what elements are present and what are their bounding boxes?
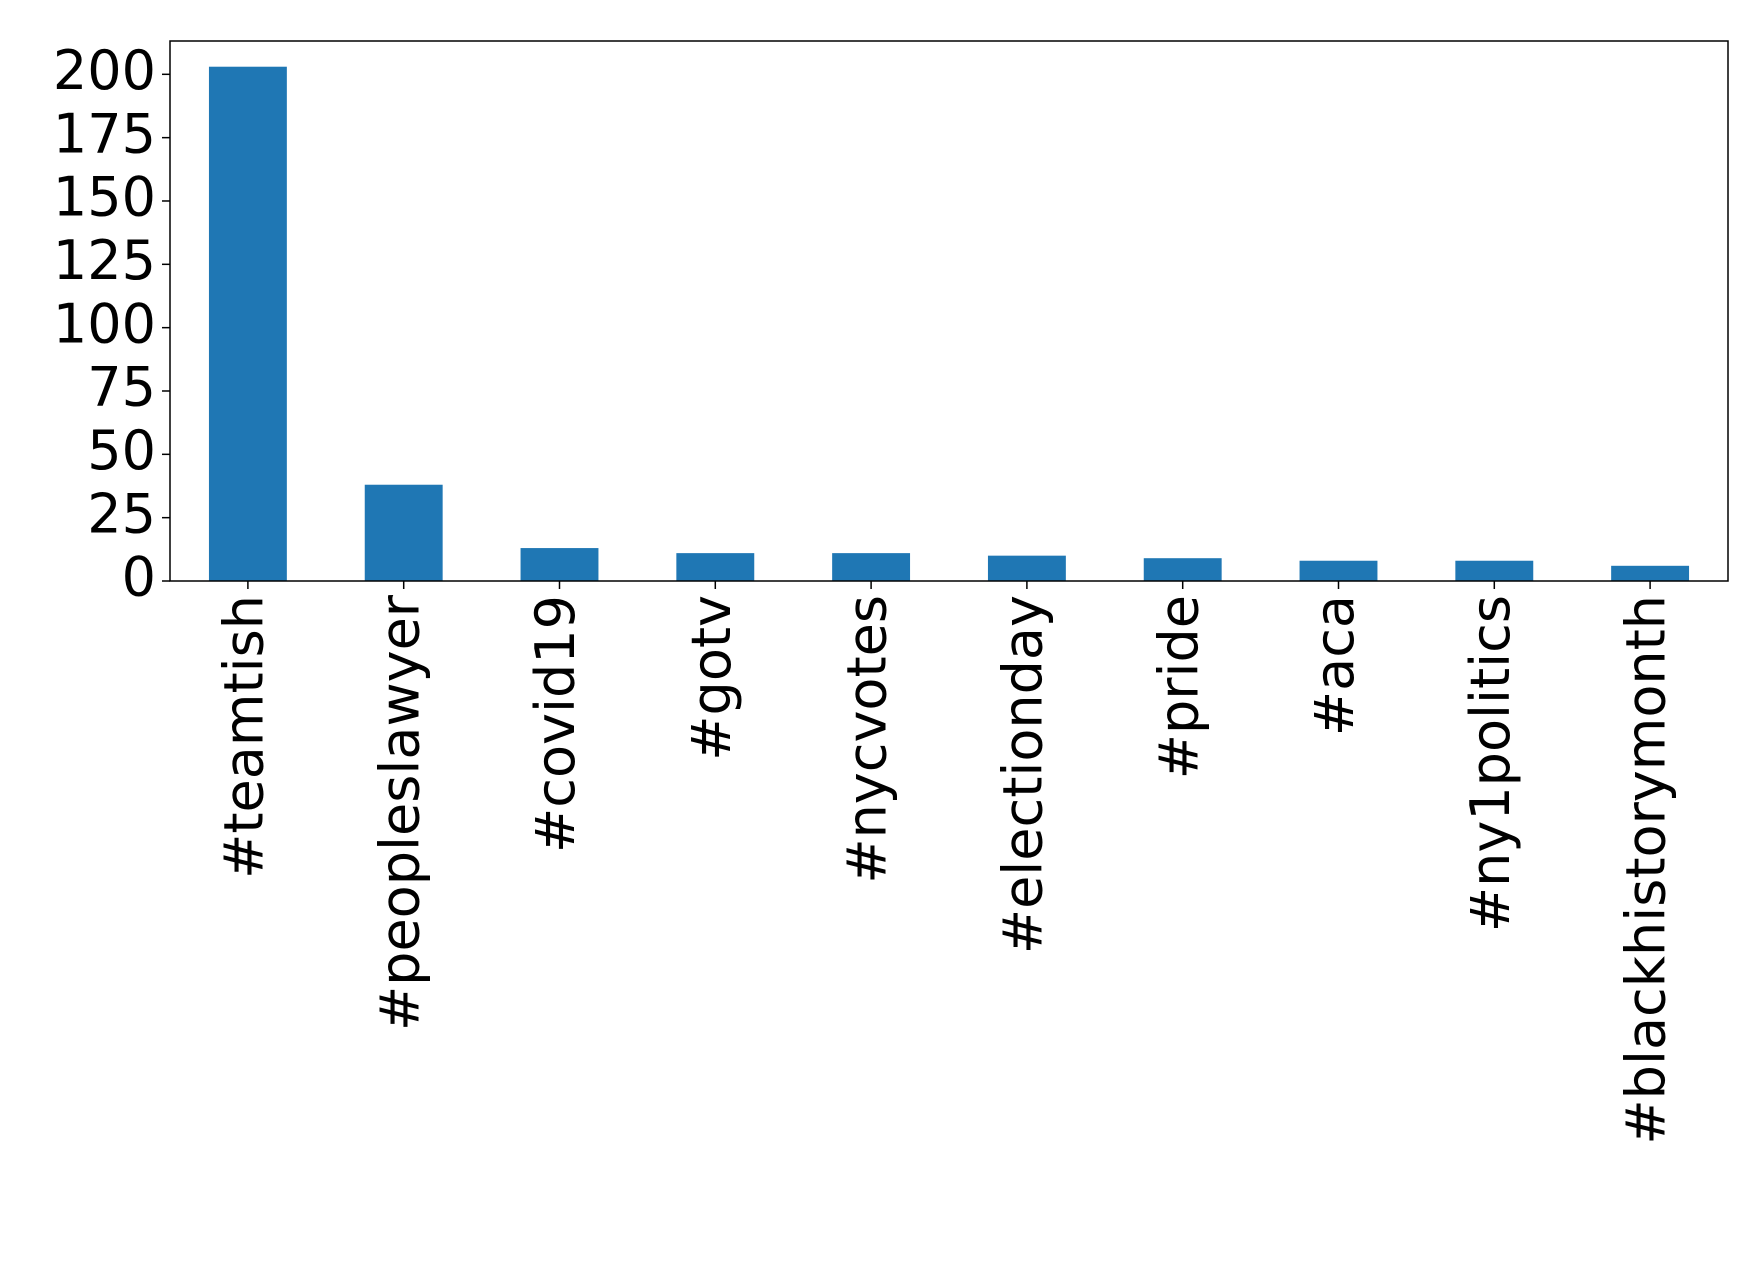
x-tick-label: #covid19 bbox=[524, 595, 587, 853]
y-tick-label: 50 bbox=[87, 419, 156, 482]
x-tick-label: #teamtish bbox=[213, 595, 276, 879]
y-tick-label: 0 bbox=[122, 546, 156, 609]
y-tick-label: 200 bbox=[53, 39, 156, 102]
x-tick-label: #electionday bbox=[992, 595, 1055, 954]
y-tick-label: 175 bbox=[53, 102, 156, 165]
x-tick-label: #gotv bbox=[680, 595, 743, 761]
bar bbox=[676, 553, 755, 581]
y-tick-label: 125 bbox=[53, 229, 156, 292]
bar bbox=[832, 553, 911, 581]
plot-frame bbox=[169, 40, 1729, 582]
x-tick-label: #blackhistorymonth bbox=[1615, 595, 1678, 1145]
y-tick-label: 150 bbox=[53, 166, 156, 229]
bar bbox=[987, 555, 1066, 581]
bar bbox=[1299, 560, 1378, 581]
bar bbox=[1455, 560, 1534, 581]
y-tick-label: 25 bbox=[87, 482, 156, 545]
bar bbox=[364, 484, 443, 581]
x-tick-label: #nycvotes bbox=[836, 595, 899, 884]
x-tick-label: #ny1politics bbox=[1459, 595, 1522, 932]
x-tick-label: #pride bbox=[1147, 595, 1210, 779]
bar bbox=[1143, 558, 1222, 581]
y-tick-label: 75 bbox=[87, 356, 156, 419]
bar bbox=[520, 548, 599, 581]
x-tick-label: #aca bbox=[1303, 595, 1366, 736]
x-tick-label: #peopleslawyer bbox=[368, 594, 431, 1031]
bar bbox=[208, 66, 287, 581]
y-tick-label: 100 bbox=[53, 292, 156, 355]
bar bbox=[1611, 565, 1690, 581]
